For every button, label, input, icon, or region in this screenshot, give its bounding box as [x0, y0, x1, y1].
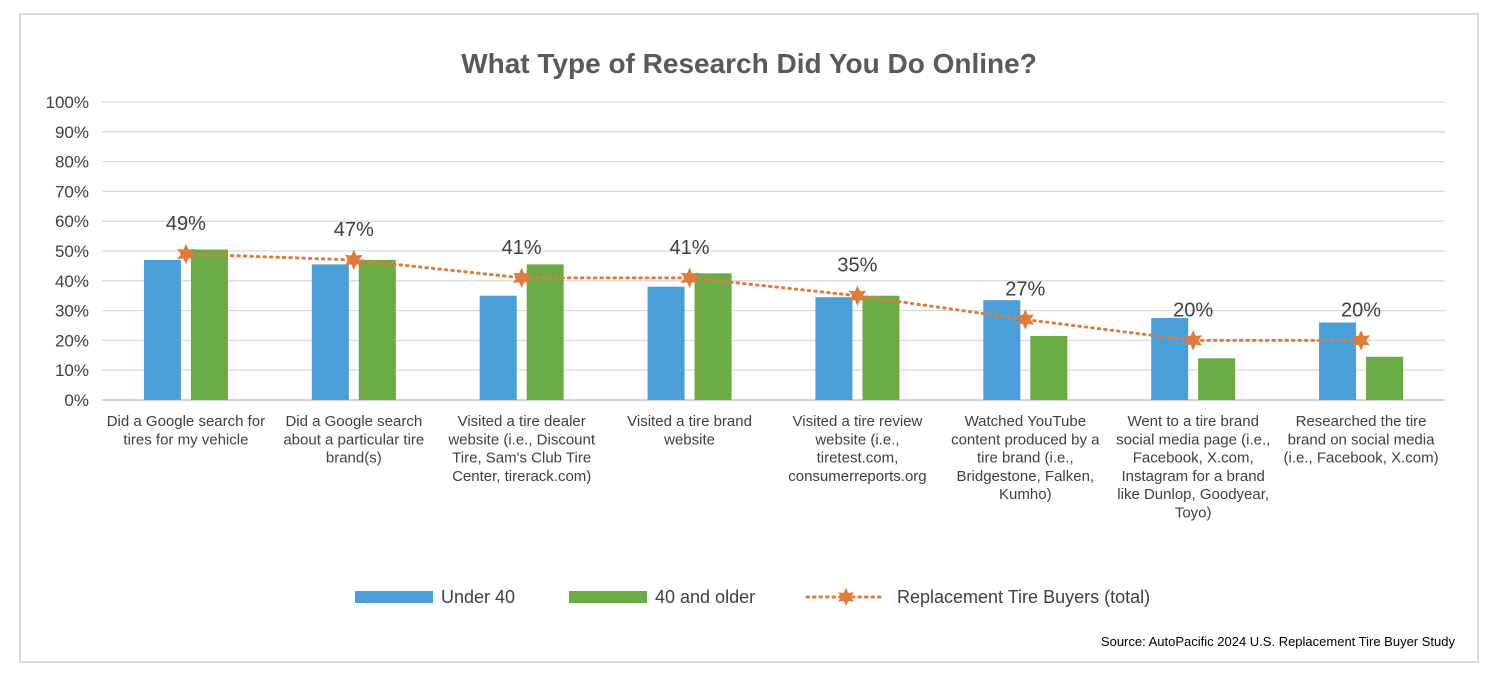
legend-swatch-under-40	[355, 591, 433, 603]
bar-40-and-older	[1366, 356, 1404, 400]
bar-40-and-older	[1030, 335, 1068, 400]
y-tick-label: 40%	[55, 272, 89, 291]
y-tick-label: 100%	[46, 93, 89, 112]
legend-swatch-40-and-older	[569, 591, 647, 603]
data-label: 20%	[1341, 299, 1381, 321]
y-tick-label: 30%	[55, 302, 89, 321]
data-label: 41%	[502, 237, 542, 259]
bar-40-and-older	[694, 273, 732, 400]
total-point-marker	[1352, 330, 1370, 351]
category-label: Watched YouTube content produced by a tire…	[951, 413, 1100, 503]
category-label: Visited a tire review website (i.e., tiret…	[788, 413, 926, 485]
total-point-marker	[177, 243, 195, 265]
source-note: Source: AutoPacific 2024 U.S. Replacemen…	[1101, 634, 1456, 649]
legend: Under 40 40 and older Replacement Tire Buy…	[355, 587, 1150, 607]
chart-frame: What Type of Research Did You Do Online?…	[19, 13, 1479, 663]
chart-title: What Type of Research Did You Do Online?	[461, 48, 1037, 79]
category-label: Researched the tire brand on social media…	[1284, 413, 1439, 467]
data-label: 49%	[166, 213, 206, 235]
total-point-marker	[1184, 330, 1203, 351]
gridlines	[102, 101, 1445, 401]
category-label: Did a Google search for tires for my vehi…	[107, 413, 265, 448]
bar-under-40	[815, 297, 853, 400]
data-label: 41%	[670, 237, 710, 259]
category-label: Visited a tire dealer website (i.e., Disc…	[447, 413, 596, 485]
data-label: 47%	[334, 219, 374, 241]
chart: What Type of Research Did You Do Online?…	[46, 48, 1456, 649]
total-line-path	[184, 252, 1363, 342]
category-label: Visited a tire brand website	[627, 413, 752, 448]
total-point-marker	[344, 249, 363, 271]
bar-under-40	[479, 295, 517, 400]
total-point-marker	[848, 285, 867, 306]
total-point-marker	[1016, 309, 1035, 330]
category-label: Went to a tire brand social media page (i…	[1116, 413, 1270, 522]
bar-under-40	[143, 259, 181, 400]
y-tick-label: 90%	[55, 123, 89, 142]
bar-under-40	[1319, 322, 1357, 400]
y-tick-label: 80%	[55, 153, 89, 172]
y-tick-label: 0%	[64, 391, 89, 410]
bar-40-and-older	[190, 249, 228, 400]
bar-40-and-older	[358, 259, 396, 400]
legend-marker-replacement-tire-buyers-total-	[837, 587, 855, 607]
legend-label-under-40: Under 40	[441, 587, 515, 607]
legend-label-40-and-older: 40 and older	[655, 587, 755, 607]
y-tick-label: 10%	[55, 361, 89, 380]
y-tick-label: 70%	[55, 182, 89, 201]
bar-under-40	[311, 264, 349, 400]
bar-40-and-older	[1198, 358, 1236, 400]
x-axis: Did a Google search for tires for my vehi…	[107, 413, 1439, 522]
data-label: 27%	[1005, 279, 1045, 301]
bar-40-and-older	[526, 264, 564, 400]
category-label: Did a Google search about a particular ti…	[283, 413, 424, 467]
data-label: 35%	[837, 255, 877, 277]
y-tick-label: 20%	[55, 331, 89, 350]
y-tick-label: 60%	[55, 212, 89, 231]
bars	[143, 249, 1404, 400]
y-tick-label: 50%	[55, 242, 89, 261]
bar-under-40	[1151, 318, 1189, 400]
bar-40-and-older	[862, 295, 900, 400]
total-point-marker	[512, 267, 531, 289]
legend-label-replacement-tire-buyers-total-: Replacement Tire Buyers (total)	[897, 587, 1150, 607]
bar-under-40	[647, 286, 685, 400]
data-label: 20%	[1173, 299, 1213, 321]
total-line: 49% 47% 41% 41% 35% 27% 20% 20%	[166, 213, 1381, 351]
total-point-marker	[680, 267, 699, 289]
